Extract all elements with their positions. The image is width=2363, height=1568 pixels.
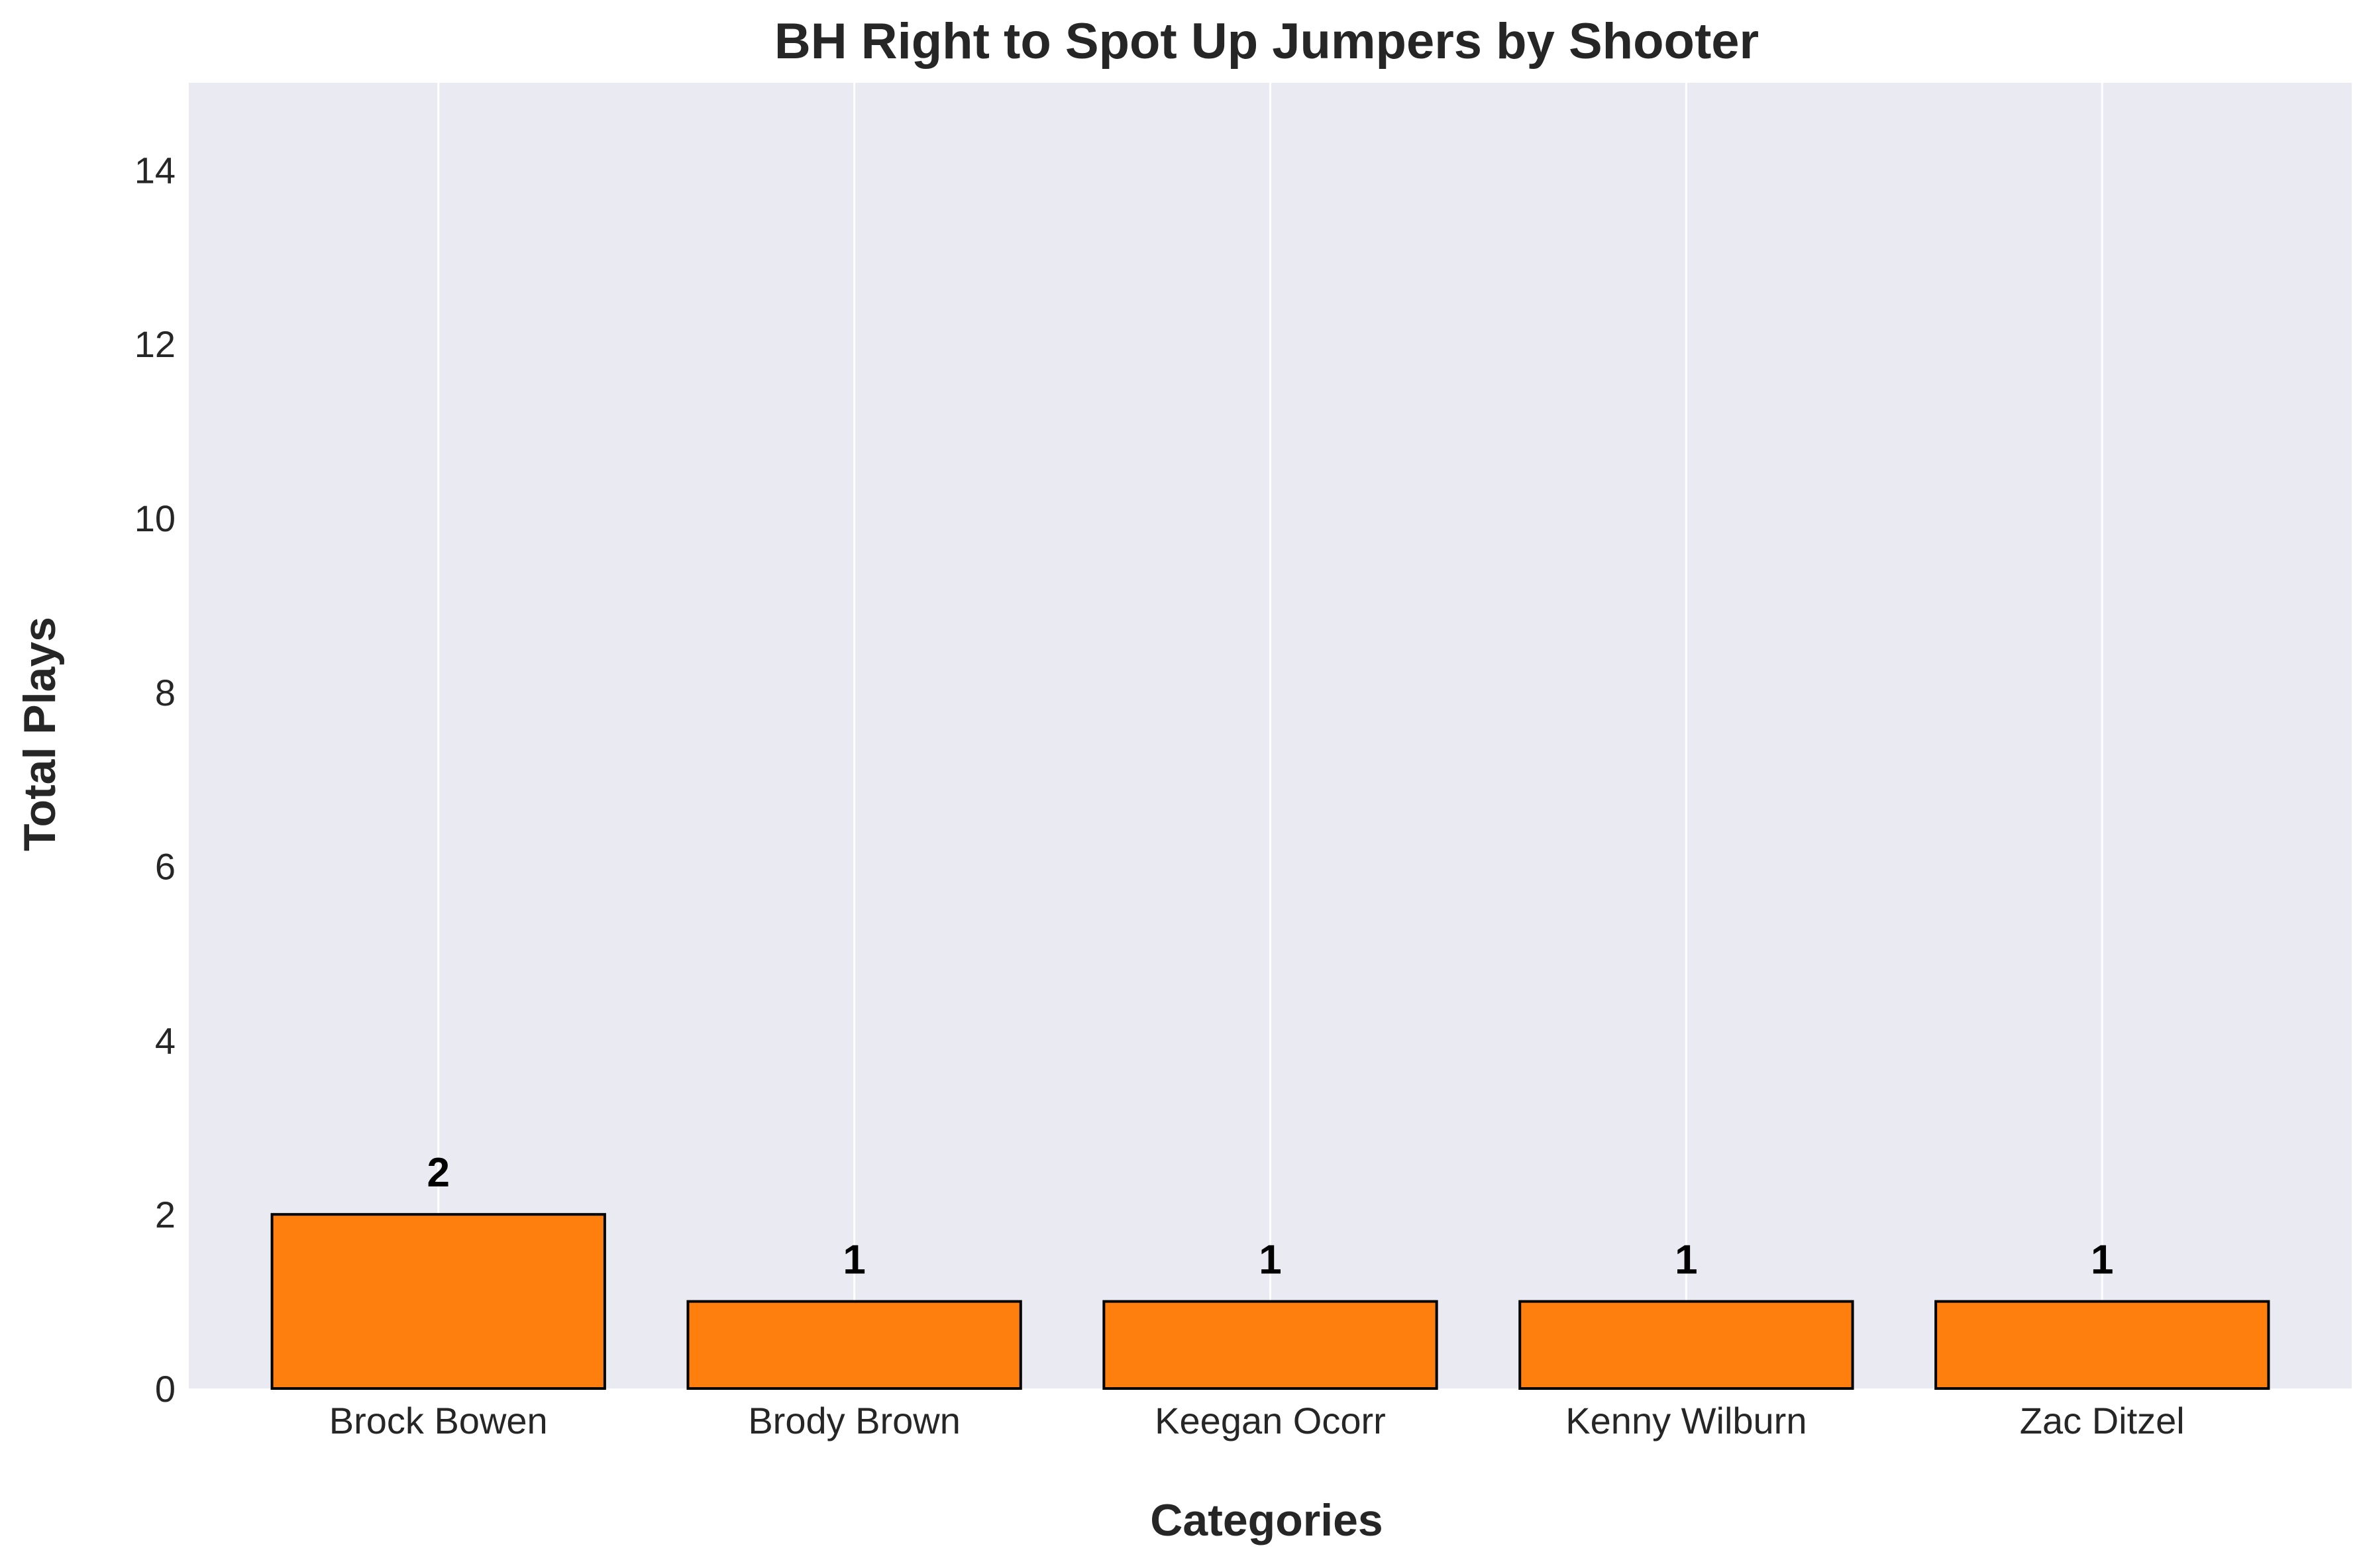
bar-value-label: 1 bbox=[2091, 1237, 2113, 1283]
x-tick-label: Keegan Ocorr bbox=[1155, 1400, 1386, 1441]
bar bbox=[1102, 1300, 1438, 1390]
y-axis-title: Total Plays bbox=[15, 617, 65, 851]
y-tick-label: 10 bbox=[134, 497, 176, 539]
bar-value-label: 1 bbox=[1675, 1237, 1697, 1283]
y-tick-label: 0 bbox=[155, 1368, 176, 1410]
bar bbox=[1518, 1300, 1854, 1390]
bar bbox=[270, 1213, 606, 1390]
x-axis-ticks: Brock Bowen Brody Brown Keegan Ocorr Kenny … bbox=[329, 1400, 2185, 1441]
x-tick-label: Kenny Wilburn bbox=[1565, 1400, 1807, 1441]
bar-value-label: 2 bbox=[427, 1150, 449, 1196]
y-tick-label: 8 bbox=[155, 672, 176, 713]
bar bbox=[686, 1300, 1022, 1390]
y-tick-label: 12 bbox=[134, 323, 176, 365]
x-tick-label: Brody Brown bbox=[748, 1400, 961, 1441]
y-tick-label: 2 bbox=[155, 1194, 176, 1235]
x-axis-title: Categories bbox=[1150, 1495, 1383, 1545]
bar-series bbox=[270, 1213, 2270, 1390]
y-tick-label: 6 bbox=[155, 846, 176, 888]
bar-value-label: 1 bbox=[1259, 1237, 1281, 1283]
y-tick-label: 14 bbox=[134, 149, 176, 191]
bar bbox=[1934, 1300, 2270, 1390]
value-labels: 2 1 1 1 1 bbox=[427, 1150, 2113, 1282]
x-tick-label: Brock Bowen bbox=[329, 1400, 548, 1441]
x-tick-label: Zac Ditzel bbox=[2020, 1400, 2185, 1441]
y-axis-ticks: 0 2 4 6 8 10 12 14 bbox=[134, 149, 176, 1410]
chart-title: BH Right to Spot Up Jumpers by Shooter bbox=[774, 13, 1759, 70]
y-tick-label: 4 bbox=[155, 1019, 176, 1061]
grid-lines bbox=[437, 83, 2103, 1388]
bar-value-label: 1 bbox=[843, 1237, 865, 1283]
